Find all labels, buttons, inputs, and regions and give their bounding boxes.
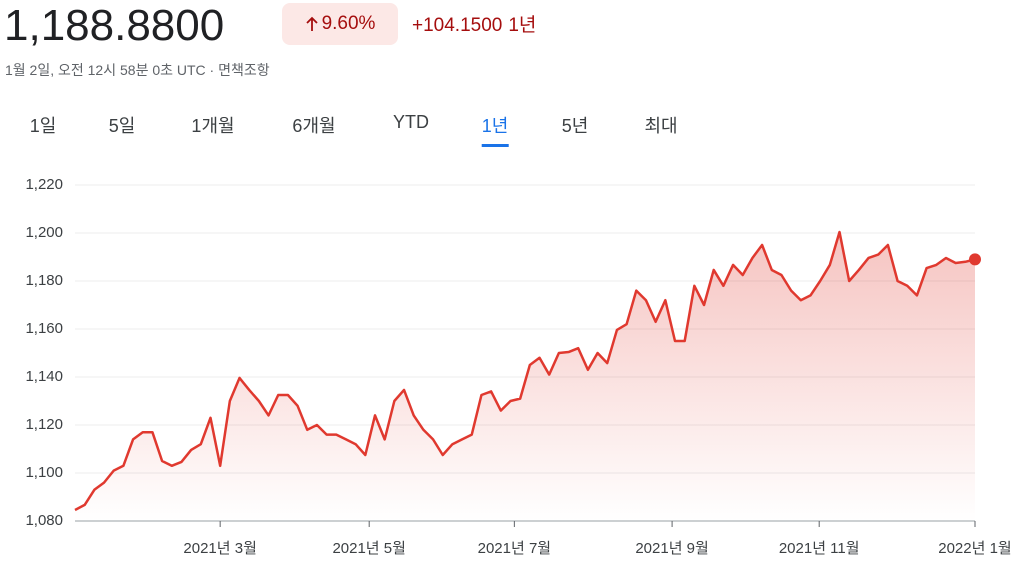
x-tick-label: 2022년 1월 bbox=[938, 540, 1011, 557]
end-dot bbox=[969, 253, 981, 266]
change-value: +104.1500 bbox=[412, 15, 503, 36]
x-tick-label: 2021년 7월 bbox=[478, 540, 551, 557]
tab[interactable]: 5년 bbox=[561, 116, 589, 136]
y-tick-label: 1,140 bbox=[25, 368, 63, 385]
tab[interactable]: 1년 bbox=[481, 112, 509, 147]
up-arrow bbox=[305, 16, 318, 31]
y-tick-label: 1,160 bbox=[25, 320, 63, 337]
change-percent: 9.60% bbox=[321, 13, 376, 34]
change-badge: 9.60% bbox=[282, 3, 398, 45]
y-tick-label: 1,120 bbox=[25, 416, 63, 433]
x-tick-label: 2021년 9월 bbox=[635, 540, 708, 557]
tab[interactable]: 1일 bbox=[29, 116, 57, 136]
x-tick-label: 2021년 5월 bbox=[332, 540, 405, 557]
line bbox=[74, 230, 976, 512]
y-tick-label: 1,080 bbox=[25, 512, 63, 529]
y-tick-label: 1,220 bbox=[25, 176, 63, 193]
tab[interactable]: 1개월 bbox=[191, 116, 235, 136]
area bbox=[75, 232, 975, 522]
x-tick-label: 2021년 11월 bbox=[779, 540, 860, 557]
x-tick-label: 2021년 3월 bbox=[183, 540, 256, 557]
tab[interactable]: YTD bbox=[393, 112, 429, 132]
tab[interactable]: 5일 bbox=[108, 116, 136, 136]
change: +104.1500 1년 bbox=[412, 10, 536, 37]
y-tick-label: 1,100 bbox=[25, 464, 63, 481]
tab[interactable]: 6개월 bbox=[292, 116, 336, 136]
y-tick-label: 1,180 bbox=[25, 272, 63, 289]
y-tick-label: 1,200 bbox=[25, 224, 63, 241]
period: 1년 bbox=[508, 15, 537, 36]
subtitle: 1월 2일, 오전 12시 58분 0초 UTC · 면책조항 bbox=[5, 62, 270, 78]
price: 1,188.8800 bbox=[4, 1, 225, 50]
tab[interactable]: 최대 bbox=[644, 116, 678, 136]
